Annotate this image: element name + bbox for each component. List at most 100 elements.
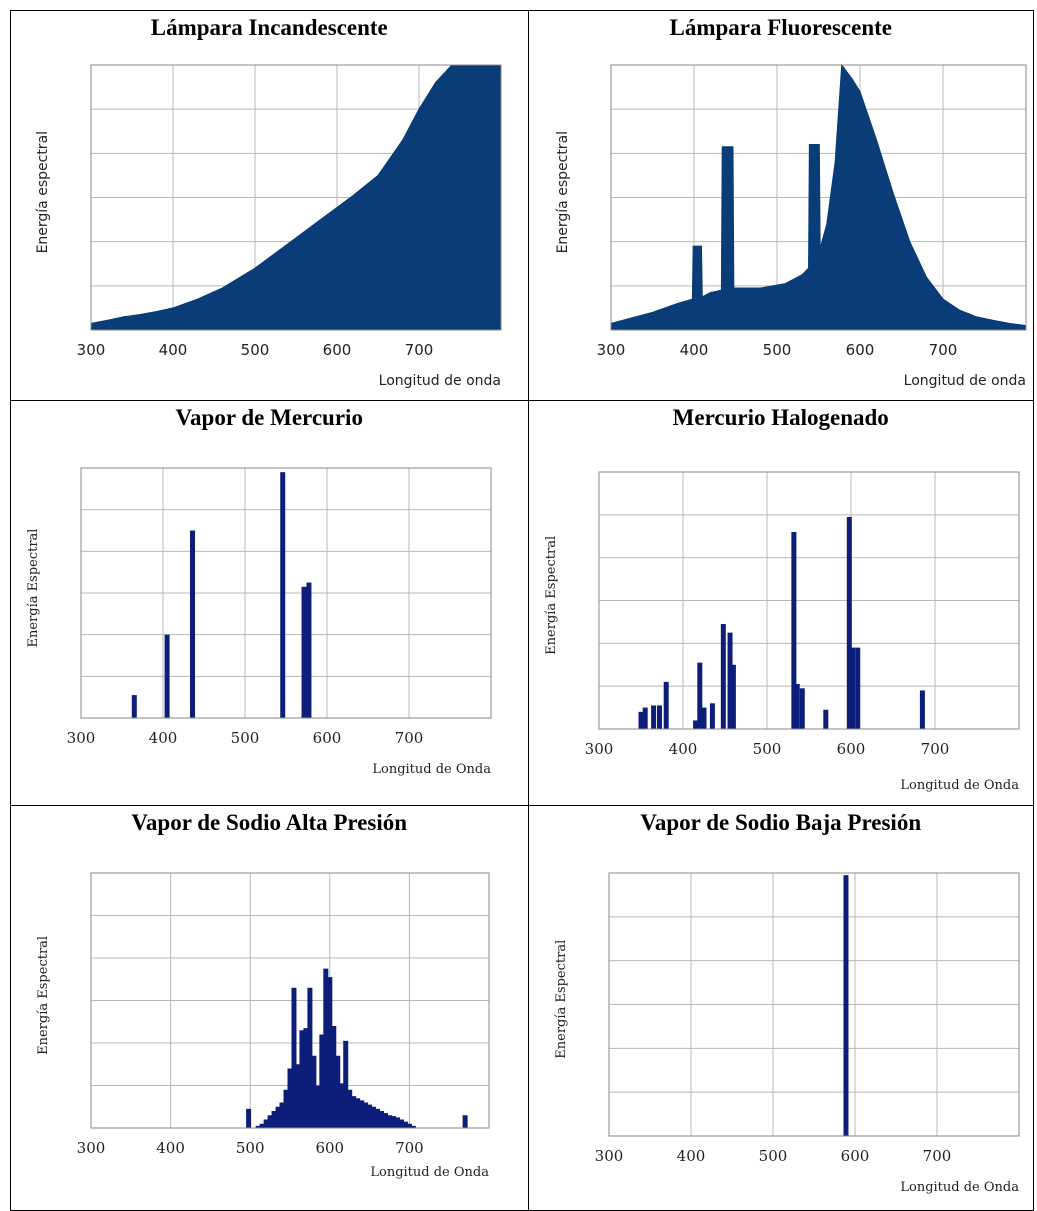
x-tick-label: 400	[668, 740, 697, 758]
y-axis-label: Energía Espectral	[544, 536, 559, 655]
spectral-line-bar	[339, 1083, 345, 1128]
spectral-line-bar	[359, 1100, 365, 1128]
x-tick-label: 600	[323, 341, 352, 359]
x-tick-label: 300	[77, 341, 106, 359]
spectral-line-bar	[271, 1111, 277, 1128]
spectral-line-bar	[790, 531, 796, 729]
x-tick-label: 600	[840, 1147, 869, 1165]
spectral-line-bar	[727, 632, 733, 729]
spectral-line-bar	[656, 705, 662, 729]
spectral-line-bar	[709, 703, 715, 729]
spectral-line-bar	[327, 977, 333, 1128]
x-tick-label: 300	[77, 1139, 106, 1157]
x-tick-label: 600	[836, 740, 865, 758]
spectral-line-bar	[367, 1104, 373, 1128]
lp-sodium-spectrum-chart: 300 400 500 600 700 Longitud de Onda Energía E…	[554, 872, 1019, 1195]
x-tick-label: 300	[596, 341, 625, 359]
x-axis-label: Longitud de Onda	[900, 778, 1019, 793]
spectral-line-bar	[650, 705, 656, 729]
spectra-comparison-table: Lámpara Incandescente 300 400 500 600 700 Lon…	[10, 10, 1034, 1211]
x-tick-label: 300	[584, 740, 613, 758]
spectral-line-bar	[291, 987, 297, 1128]
spectral-line-bar	[283, 1089, 289, 1128]
spectral-line-bar	[383, 1113, 389, 1128]
spectral-line-bar	[131, 695, 137, 718]
spectral-line-bar	[402, 1121, 408, 1128]
spectral-line-bar	[164, 634, 170, 718]
cell-hp-sodium: Vapor de Sodio Alta Presión 300 400 500 600…	[10, 805, 529, 1211]
spectral-line-bar	[301, 586, 307, 718]
y-axis-label: Energía Espectral	[554, 940, 569, 1059]
spectral-line-bar	[315, 1085, 321, 1128]
x-tick-label: 700	[395, 1139, 424, 1157]
plot-frame	[608, 872, 1019, 1137]
x-tick-label: 600	[313, 729, 342, 747]
y-axis-label: Energía Espectral	[26, 529, 41, 648]
spectral-line-bar	[287, 1068, 293, 1128]
spectral-line-bar	[919, 690, 925, 729]
spectral-line-bar	[363, 1102, 369, 1128]
x-tick-label: 600	[845, 341, 874, 359]
x-tick-label: 600	[315, 1139, 344, 1157]
spectral-line-bar	[379, 1111, 385, 1128]
cell-lp-sodium: Vapor de Sodio Baja Presión 300 400 500 600…	[527, 805, 1034, 1211]
y-axis-label: Energía Espectral	[36, 936, 51, 1055]
chart-title: Vapor de Sodio Alta Presión	[131, 810, 408, 835]
cell-fluorescent: Lámpara Fluorescente 300 400 500 600 700 Long…	[527, 10, 1034, 401]
spectral-line-bar	[846, 516, 852, 729]
spectral-line-bar	[246, 1108, 252, 1128]
spectral-line-bar	[398, 1119, 404, 1128]
spectral-line-bar	[351, 1096, 357, 1128]
spectral-line-bar	[854, 647, 860, 729]
spectral-line-bar	[822, 709, 828, 729]
y-axis-label: Energía espectral	[35, 131, 51, 253]
spectral-line-bar	[323, 968, 329, 1128]
spectral-line-bar	[663, 681, 669, 729]
spectral-line-bar	[343, 1040, 349, 1128]
x-tick-label: 400	[156, 1139, 185, 1157]
x-tick-label: 700	[405, 341, 434, 359]
x-tick-label: 700	[922, 1147, 951, 1165]
spectral-line-bar	[255, 1125, 261, 1128]
x-tick-label: 700	[928, 341, 957, 359]
x-tick-label: 400	[679, 341, 708, 359]
spectral-line-bar	[190, 530, 196, 718]
x-tick-label: 500	[236, 1139, 265, 1157]
x-tick-label: 300	[594, 1147, 623, 1165]
chart-title: Lámpara Incandescente	[150, 15, 388, 40]
spectral-line-bar	[390, 1116, 396, 1128]
x-tick-label: 300	[67, 729, 96, 747]
plot-frame	[90, 64, 502, 331]
spectral-line-bar	[319, 1034, 325, 1128]
x-tick-label: 500	[762, 341, 791, 359]
spectral-line-bar	[692, 720, 698, 729]
spectral-line-bar	[267, 1115, 273, 1128]
spectral-line-bar	[275, 1106, 281, 1128]
spectral-line-bar	[331, 1026, 337, 1128]
spectral-line-bar	[696, 662, 702, 729]
x-tick-label: 700	[395, 729, 424, 747]
spectral-line-bar	[311, 1055, 317, 1128]
plot-frame	[598, 471, 1019, 730]
spectral-line-bar	[406, 1123, 412, 1128]
spectral-line-bar	[394, 1117, 400, 1128]
x-axis-label: Longitud de Onda	[900, 1180, 1019, 1195]
x-tick-label: 400	[676, 1147, 705, 1165]
spectral-line-bar	[462, 1115, 468, 1128]
cell-mercury-vapor: Vapor de Mercurio 300 400 500 600 700 Longitu…	[10, 400, 529, 806]
spectral-line-bar	[849, 647, 855, 729]
plot-frame	[610, 64, 1026, 331]
chart-title: Vapor de Mercurio	[175, 405, 363, 430]
spectral-line-bar	[387, 1115, 392, 1128]
spectral-line-bar	[638, 711, 643, 729]
spectral-line-bar	[375, 1108, 381, 1128]
spectral-line-bar	[701, 707, 706, 729]
plot-frame	[80, 467, 492, 719]
incandescent-spectrum-chart: 300 400 500 600 700 Longitud de onda Energía e…	[35, 64, 502, 389]
spectral-line-bar	[730, 664, 736, 729]
spectral-line-bar	[347, 1089, 353, 1128]
cell-incandescent: Lámpara Incandescente 300 400 500 600 700 Lon…	[10, 10, 529, 401]
spectral-line-bar	[794, 684, 800, 729]
spectrum-area	[610, 63, 1026, 331]
spectral-line-bar	[371, 1106, 377, 1128]
